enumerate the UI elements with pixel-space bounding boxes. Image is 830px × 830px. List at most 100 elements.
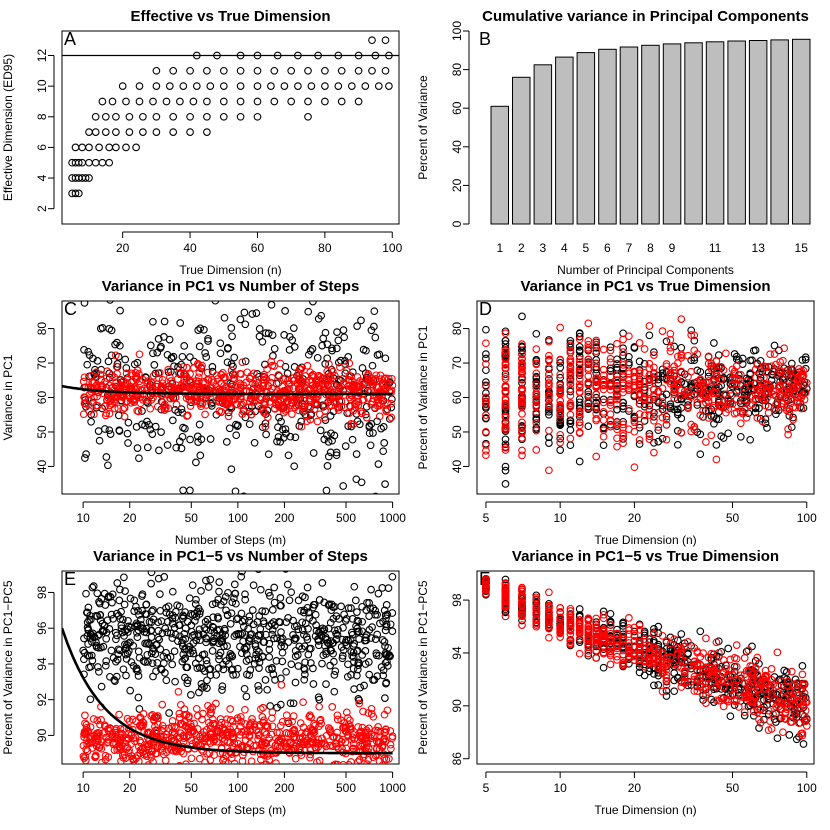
data-point xyxy=(241,595,250,604)
data-point xyxy=(482,414,490,423)
data-point xyxy=(102,628,111,637)
data-point xyxy=(306,750,315,759)
data-point xyxy=(592,374,601,383)
data-point xyxy=(106,301,114,304)
data-point xyxy=(696,378,705,387)
data-point xyxy=(724,429,733,438)
data-point xyxy=(575,332,584,341)
plot-area xyxy=(482,312,811,488)
data-point xyxy=(687,367,696,376)
data-point xyxy=(301,670,309,679)
data-point xyxy=(717,432,726,441)
data-point xyxy=(375,412,384,421)
data-point xyxy=(134,647,143,656)
y-axis-label: Percent of Variance xyxy=(416,75,430,180)
data-point xyxy=(226,649,235,658)
data-point xyxy=(319,651,328,660)
data-point xyxy=(351,596,360,605)
data-point xyxy=(81,719,89,728)
bar xyxy=(490,105,509,225)
data-point xyxy=(80,393,88,402)
data-point xyxy=(168,722,176,731)
data-point xyxy=(83,608,92,617)
data-point xyxy=(117,729,126,738)
data-point xyxy=(154,574,163,583)
data-point xyxy=(103,738,111,747)
data-point xyxy=(289,631,297,639)
data-point xyxy=(170,722,179,731)
data-point xyxy=(254,686,263,694)
data-point xyxy=(146,404,155,413)
data-point xyxy=(236,630,245,639)
data-point xyxy=(231,589,239,598)
data-point xyxy=(732,379,741,388)
data-point xyxy=(167,384,176,393)
data-point xyxy=(270,598,279,607)
data-point xyxy=(482,398,490,406)
data-point xyxy=(130,622,139,631)
data-point xyxy=(795,719,803,727)
data-point xyxy=(370,322,378,331)
data-point xyxy=(650,348,658,356)
data-point xyxy=(345,760,353,764)
data-point xyxy=(677,315,686,323)
data-point xyxy=(619,335,627,344)
data-point xyxy=(198,651,207,659)
data-point xyxy=(518,312,526,321)
data-point xyxy=(684,403,692,411)
data-point xyxy=(342,641,351,650)
data-point xyxy=(575,347,584,356)
data-point xyxy=(592,362,601,371)
bar xyxy=(727,40,746,225)
data-point xyxy=(774,372,783,380)
data-point xyxy=(690,356,699,365)
data-point xyxy=(347,82,356,90)
data-point xyxy=(334,336,343,345)
data-point xyxy=(613,376,621,384)
data-point xyxy=(635,400,644,408)
data-point xyxy=(139,719,148,727)
data-point xyxy=(699,406,707,415)
x-tick-label: 1000 xyxy=(379,781,406,795)
data-point xyxy=(381,354,390,363)
data-point xyxy=(710,387,718,396)
data-point xyxy=(177,444,186,453)
data-point xyxy=(518,418,526,427)
data-point xyxy=(318,374,327,383)
data-point xyxy=(501,575,510,584)
data-point xyxy=(532,329,541,338)
data-point xyxy=(179,611,187,620)
data-point xyxy=(116,733,125,742)
data-point xyxy=(203,66,211,75)
data-point xyxy=(122,364,131,372)
panel-c-pc1-vs-steps: Variance in PC1 vs Number of StepsNumber… xyxy=(1,278,406,547)
data-point xyxy=(287,588,296,597)
data-point xyxy=(111,340,119,349)
data-point xyxy=(347,735,356,744)
data-point xyxy=(107,351,116,360)
data-point xyxy=(255,324,264,333)
data-point xyxy=(381,626,390,635)
data-point xyxy=(298,618,307,627)
data-point xyxy=(247,402,256,411)
data-point xyxy=(518,428,526,436)
data-point xyxy=(195,420,204,429)
data-point xyxy=(584,359,593,367)
data-point xyxy=(736,396,745,405)
data-point xyxy=(758,391,767,400)
data-point xyxy=(112,672,121,681)
data-point xyxy=(630,343,639,351)
data-point xyxy=(482,339,490,348)
data-point xyxy=(375,350,384,359)
data-point xyxy=(149,349,157,358)
data-point xyxy=(599,365,608,374)
data-point xyxy=(307,378,316,387)
data-point xyxy=(545,439,553,447)
data-point xyxy=(106,430,115,438)
data-point xyxy=(279,375,288,383)
data-point xyxy=(566,355,575,363)
data-point xyxy=(112,362,121,371)
data-point xyxy=(380,606,389,615)
data-point xyxy=(545,382,553,391)
data-point xyxy=(287,660,296,669)
